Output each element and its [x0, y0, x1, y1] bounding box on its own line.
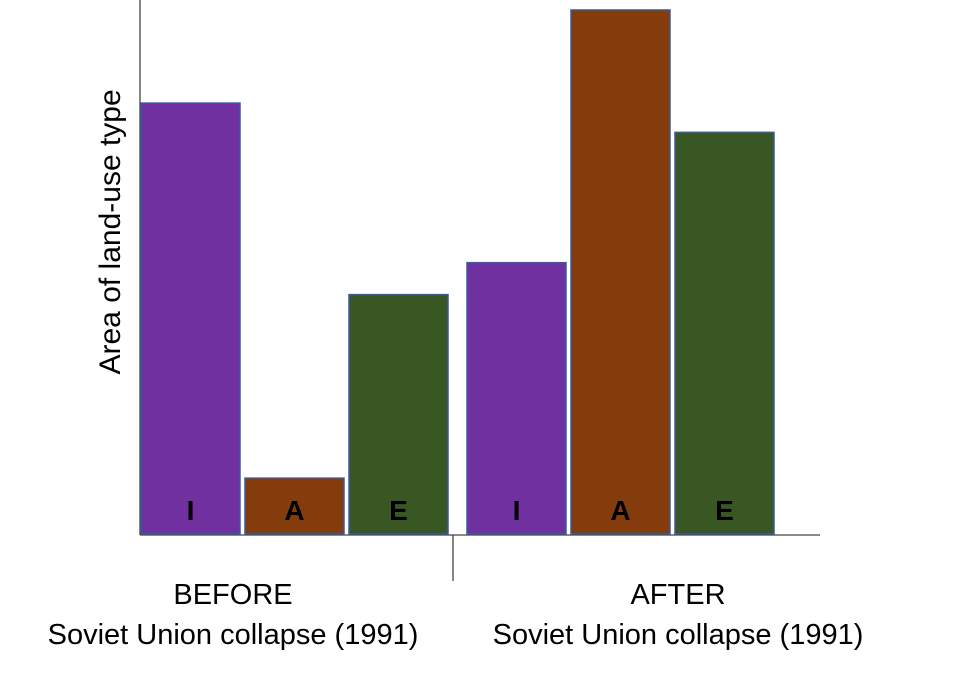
group-label-after-line1: AFTER — [630, 579, 726, 611]
bar-label-before-i: I — [187, 495, 195, 526]
y-axis-label: Area of land-use type — [94, 89, 127, 375]
group-label-after-line2: Soviet Union collapse (1991) — [492, 619, 864, 651]
group-label-before-line1: BEFORE — [173, 579, 293, 611]
bar-after-a — [570, 9, 671, 535]
bar-after-e — [674, 131, 775, 535]
bar-label-after-e: E — [715, 495, 734, 526]
bar-label-before-e: E — [389, 495, 408, 526]
bar-before-e — [348, 293, 449, 535]
bar-before-i — [140, 102, 241, 535]
bar-label-after-a: A — [610, 495, 630, 526]
bar-label-after-i: I — [513, 495, 521, 526]
group-label-after: AFTER Soviet Union collapse (1991) — [464, 575, 892, 655]
group-label-before-line2: Soviet Union collapse (1991) — [47, 619, 419, 651]
bar-label-before-a: A — [284, 495, 304, 526]
bar-before-a — [244, 477, 345, 535]
group-label-before: BEFORE Soviet Union collapse (1991) — [20, 575, 446, 655]
bar-after-i — [466, 261, 567, 535]
